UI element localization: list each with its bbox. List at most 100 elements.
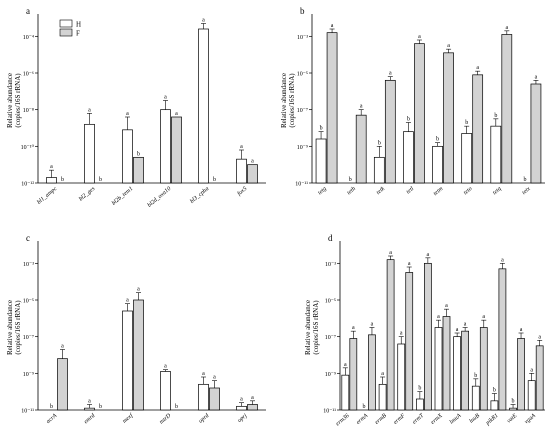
significance-letter: a <box>538 334 541 340</box>
x-tick-label: tetg <box>317 186 328 196</box>
bar <box>209 387 220 411</box>
significance-letter: a <box>88 107 91 113</box>
significance-letter: a <box>360 104 363 110</box>
panel-label: b <box>300 6 305 16</box>
x-tick-label: teth <box>346 186 357 196</box>
bar <box>424 262 432 411</box>
x-tick-label: vatE <box>506 413 519 425</box>
significance-letter: b <box>494 113 497 119</box>
y-tick-label: 10⁻⁵ <box>23 299 34 305</box>
x-tick-label: tetl <box>405 186 415 196</box>
bar <box>479 327 488 411</box>
y-tick-label: 10⁻⁵ <box>325 299 336 305</box>
bar <box>442 316 451 411</box>
significance-letter: a <box>535 74 538 80</box>
significance-letter: b <box>436 137 439 143</box>
significance-letter: a <box>202 18 205 24</box>
significance-letter: a <box>447 43 450 49</box>
significance-letter: a <box>240 397 243 403</box>
significance-letter: b <box>418 386 421 392</box>
significance-letter: a <box>530 367 533 373</box>
significance-letter: b <box>465 120 468 126</box>
y-tick-label: 10⁻¹¹ <box>21 409 34 415</box>
bar <box>490 400 499 411</box>
significance-letter: a <box>50 164 53 170</box>
bar <box>384 79 396 184</box>
legend-label: H <box>76 21 81 29</box>
significance-letter: b <box>378 140 381 146</box>
bar <box>530 83 542 184</box>
bar <box>46 177 57 184</box>
bar <box>403 131 414 184</box>
bar <box>501 34 513 184</box>
significance-letter: a <box>464 322 467 328</box>
significance-letter: a <box>408 261 411 267</box>
x-tick-label: tetq <box>492 186 503 196</box>
significance-letter: b <box>61 177 64 183</box>
y-tick-label: 10⁻³ <box>297 35 308 41</box>
significance-letter: a <box>213 375 216 381</box>
bar <box>432 145 443 184</box>
bar <box>247 164 258 184</box>
significance-letter: b <box>474 373 477 379</box>
y-axis-label-line: (copies/16S rRNA) <box>312 300 320 355</box>
significance-letter: a <box>400 331 403 337</box>
significance-letter: a <box>476 65 479 71</box>
bar <box>171 116 182 184</box>
y-tick-label: 10⁻⁶ <box>23 72 34 78</box>
significance-letter: a <box>164 95 167 101</box>
y-tick-label: 10⁻¹¹ <box>323 409 336 415</box>
legend-swatch <box>59 28 73 37</box>
significance-letter: a <box>389 250 392 256</box>
bar <box>414 43 425 184</box>
significance-letter: b <box>99 404 102 410</box>
bar <box>160 371 171 411</box>
bar <box>122 129 133 184</box>
significance-letter: a <box>505 25 508 31</box>
bar <box>355 114 367 184</box>
y-axis-label-line: Relative abundance <box>6 300 14 355</box>
bar <box>461 330 469 411</box>
significance-letter: a <box>520 327 523 333</box>
y-axis-label-line: Relative abundance <box>304 300 312 355</box>
significance-letter: b <box>407 117 410 123</box>
significance-letter: a <box>445 303 448 309</box>
y-tick-label: 10⁻⁷ <box>325 335 336 341</box>
bar <box>133 299 144 411</box>
bar <box>247 404 258 411</box>
bar <box>122 310 133 411</box>
bar <box>236 405 247 411</box>
significance-letter: b <box>137 151 140 157</box>
significance-letter: a <box>427 252 430 258</box>
significance-letter: a <box>61 344 64 350</box>
y-axis-label: Relative abundance(copies/16S rRNA) <box>6 300 22 355</box>
bar <box>443 52 454 184</box>
x-tick-label: tetm <box>433 186 445 198</box>
x-tick-label: teto <box>463 186 474 196</box>
y-axis-label-line: Relative abundance <box>280 73 288 128</box>
bar <box>373 156 385 184</box>
significance-letter: a <box>381 371 384 377</box>
significance-letter: b <box>349 177 352 183</box>
significance-letter: a <box>164 364 167 370</box>
significance-letter: a <box>331 23 334 29</box>
panel-label: c <box>26 233 30 243</box>
panel-label: a <box>26 6 30 16</box>
legend-swatch <box>59 19 73 28</box>
significance-letter: a <box>371 322 374 328</box>
y-tick-label: 10⁻³ <box>325 262 336 268</box>
bar <box>341 374 350 411</box>
significance-letter: a <box>126 111 129 117</box>
y-axis-label-line: Relative abundance <box>6 73 14 128</box>
bar <box>315 138 327 184</box>
bar <box>509 407 517 411</box>
significance-letter: a <box>418 34 421 40</box>
significance-letter: b <box>362 404 365 410</box>
y-axis-label: Relative abundance(copies/16S rRNA) <box>6 73 22 128</box>
bar <box>498 268 507 411</box>
y-axis-label-line: (copies/16S rRNA) <box>14 73 22 128</box>
bar <box>386 259 395 411</box>
significance-letter: a <box>251 159 254 165</box>
panel-b: b Relative abundance(copies/16S rRNA) 10⁻¹… <box>280 6 545 197</box>
